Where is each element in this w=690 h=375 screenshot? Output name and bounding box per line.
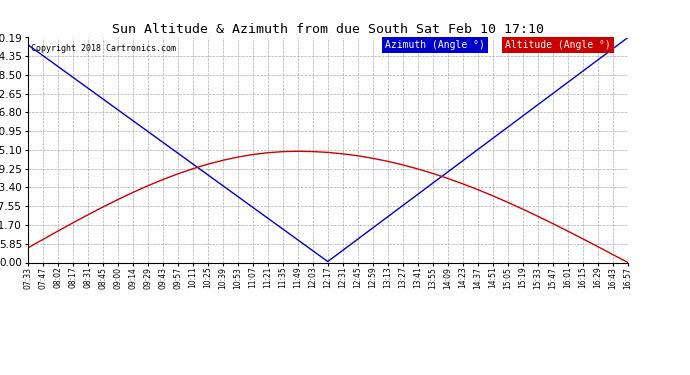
Text: Azimuth (Angle °): Azimuth (Angle °) [385,40,484,50]
Title: Sun Altitude & Azimuth from due South Sat Feb 10 17:10: Sun Altitude & Azimuth from due South Sa… [112,23,544,36]
Text: Copyright 2018 Cartronics.com: Copyright 2018 Cartronics.com [30,44,175,53]
Text: Altitude (Angle °): Altitude (Angle °) [505,40,611,50]
